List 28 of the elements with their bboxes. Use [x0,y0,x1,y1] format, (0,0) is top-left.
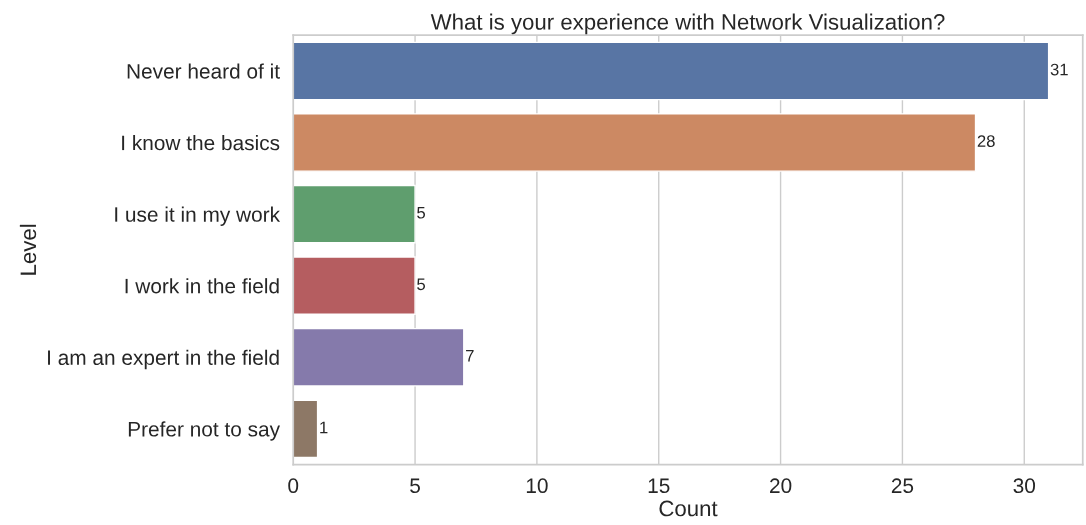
y-tick-label: Never heard of it [127,63,280,79]
bar [293,399,319,459]
x-tick-label: 15 [648,478,670,494]
x-axis-title: Count [659,500,718,517]
bar [293,113,977,172]
x-tick-label: 25 [891,478,914,494]
chart-title: What is your experience with Network Visualization? [430,13,945,35]
data-label: 31 [1050,63,1068,76]
x-tick-label: 0 [288,478,299,494]
data-label: 1 [320,421,328,434]
x-tick-label: 10 [526,478,548,494]
y-tick-label: I know the basics [122,134,280,151]
y-tick-label: Prefer not to say [128,421,280,441]
data-label: 7 [466,350,474,362]
y-tick-label: I use it in my work [115,206,281,226]
data-label: 5 [417,206,426,219]
data-label: 28 [977,135,995,148]
y-tick-label: I work in the field [125,278,279,294]
x-tick-label: 20 [770,478,792,494]
y-axis-title: Level [19,224,37,275]
y-tick-label: I am an expert in the field [48,349,279,370]
x-tick-label: 30 [1013,478,1036,494]
bar [293,256,416,316]
bar [293,184,416,244]
bar [293,41,1050,101]
x-tick-label: 5 [410,478,420,494]
bar [293,327,465,387]
data-label: 5 [417,278,426,291]
